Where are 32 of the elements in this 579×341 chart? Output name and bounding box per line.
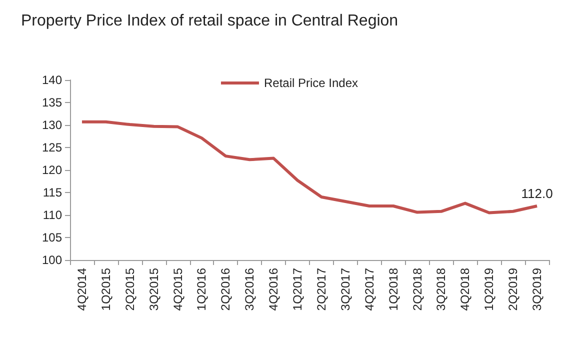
x-tick-label: 4Q2015 <box>170 268 185 311</box>
x-tick-label: 4Q2014 <box>74 268 89 311</box>
x-tick-label: 4Q2018 <box>458 268 472 311</box>
y-tick-label: 100 <box>42 253 62 267</box>
x-tick-label: 2Q2018 <box>410 268 424 311</box>
y-tick-label: 110 <box>42 208 62 222</box>
data-label: 112.0 <box>521 186 553 201</box>
x-tick-label: 1Q2017 <box>290 268 305 311</box>
x-tick-label: 1Q2015 <box>98 268 113 311</box>
x-tick-label: 4Q2016 <box>266 268 281 311</box>
y-tick-label: 105 <box>42 230 62 244</box>
x-tick-label: 2Q2019 <box>506 268 520 311</box>
y-tick-label: 120 <box>42 163 62 177</box>
x-tick-label: 3Q2015 <box>146 268 161 311</box>
y-tick-label: 125 <box>42 140 62 154</box>
x-tick-label: 1Q2018 <box>386 268 400 311</box>
x-tick-label: 2Q2017 <box>314 268 328 311</box>
x-tick-label: 1Q2019 <box>482 268 496 311</box>
x-tick-label: 1Q2016 <box>194 268 209 311</box>
y-tick-label: 140 <box>42 73 62 87</box>
x-tick-label: 3Q2016 <box>242 268 257 311</box>
chart-title: Property Price Index of retail space in Central Region <box>21 12 398 30</box>
x-tick-label: 2Q2015 <box>122 268 137 311</box>
x-tick-label: 3Q2017 <box>338 268 352 311</box>
y-tick-label: 135 <box>42 96 62 110</box>
y-tick-label: 115 <box>42 186 62 200</box>
legend-label: Retail Price Index <box>264 76 358 90</box>
x-tick-label: 3Q2018 <box>434 268 448 311</box>
x-tick-label: 2Q2016 <box>218 268 233 311</box>
x-tick-label: 3Q2019 <box>530 268 544 311</box>
y-tick-label: 130 <box>42 118 62 132</box>
x-tick-label: 4Q2017 <box>362 268 376 311</box>
